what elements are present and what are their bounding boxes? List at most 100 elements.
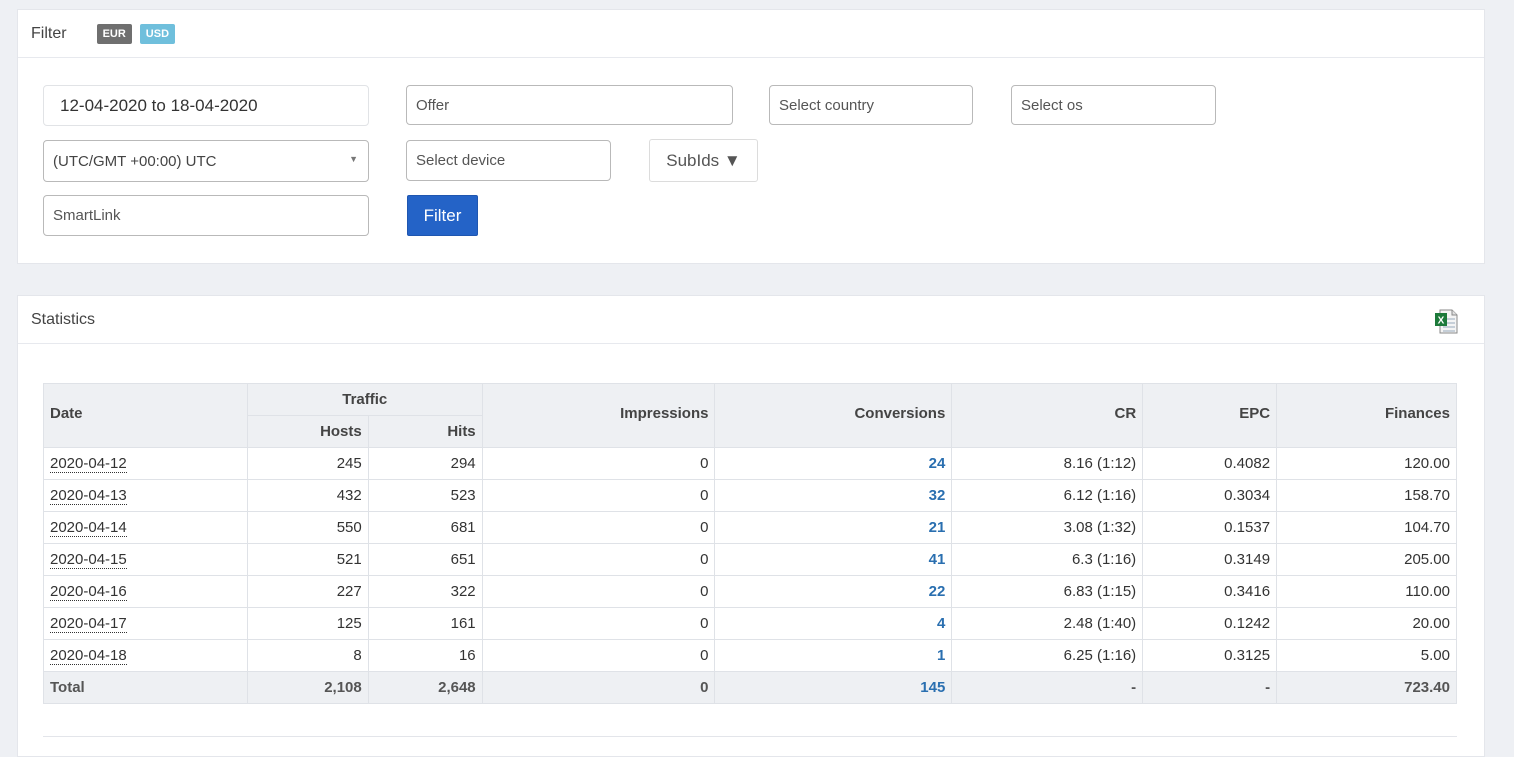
row-hits: 322 — [367, 575, 483, 608]
offer-input[interactable] — [406, 85, 733, 125]
row-cr: 6.12 (1:16) — [951, 479, 1144, 512]
statistics-header: Statistics X — [18, 296, 1484, 344]
row-date-link[interactable]: 2020-04-13 — [50, 487, 127, 505]
row-epc: 0.3149 — [1142, 543, 1278, 576]
row-impressions: 0 — [481, 479, 716, 512]
row-cr: 2.48 (1:40) — [951, 607, 1144, 640]
table-row: 2020-04-15 521 651 0 41 6.3 (1:16) 0.314… — [43, 543, 1457, 576]
table-row: 2020-04-12 245 294 0 24 8.16 (1:12) 0.40… — [43, 447, 1457, 480]
header-epc[interactable]: EPC — [1142, 383, 1278, 448]
os-select[interactable] — [1011, 85, 1216, 125]
row-hits: 16 — [367, 639, 483, 672]
row-impressions: 0 — [481, 511, 716, 544]
statistics-title: Statistics — [31, 310, 96, 328]
row-impressions: 0 — [481, 543, 716, 576]
row-epc: 0.3125 — [1142, 639, 1278, 672]
row-hosts: 8 — [246, 639, 369, 672]
total-label: Total — [43, 671, 248, 704]
row-date-link[interactable]: 2020-04-18 — [50, 647, 127, 665]
filter-header: Filter EUR USD — [18, 10, 1484, 58]
row-hosts: 227 — [246, 575, 369, 608]
row-hits: 294 — [367, 447, 483, 480]
row-impressions: 0 — [481, 447, 716, 480]
row-hosts: 125 — [246, 607, 369, 640]
filter-title: Filter — [31, 24, 67, 42]
date-range-input[interactable] — [43, 85, 369, 126]
row-finances: 158.70 — [1276, 479, 1457, 512]
header-impressions[interactable]: Impressions — [481, 383, 716, 448]
header-traffic: Traffic — [246, 383, 483, 416]
row-cr: 6.3 (1:16) — [951, 543, 1144, 576]
row-finances: 110.00 — [1276, 575, 1457, 608]
total-row: Total 2,108 2,648 0 145 - - 723.40 — [43, 671, 1457, 704]
statistics-table: Date Traffic Impressions Conversions CR … — [43, 383, 1457, 704]
row-finances: 5.00 — [1276, 639, 1457, 672]
timezone-value: (UTC/GMT +00:00) UTC — [53, 152, 217, 170]
row-hosts: 550 — [246, 511, 369, 544]
table-row: 2020-04-13 432 523 0 32 6.12 (1:16) 0.30… — [43, 479, 1457, 512]
row-epc: 0.1537 — [1142, 511, 1278, 544]
row-conversions-link[interactable]: 4 — [936, 615, 946, 632]
row-date-link[interactable]: 2020-04-12 — [50, 455, 127, 473]
row-conversions-link[interactable]: 1 — [936, 647, 946, 664]
timezone-select[interactable]: (UTC/GMT +00:00) UTC ▼ — [43, 140, 369, 182]
table-row: 2020-04-14 550 681 0 21 3.08 (1:32) 0.15… — [43, 511, 1457, 544]
row-impressions: 0 — [481, 639, 716, 672]
row-cr: 6.25 (1:16) — [951, 639, 1144, 672]
section-divider — [43, 736, 1457, 737]
excel-export-icon[interactable]: X — [1434, 309, 1458, 334]
row-date-link[interactable]: 2020-04-15 — [50, 551, 127, 569]
row-conversions-link[interactable]: 32 — [928, 487, 946, 504]
total-cr: - — [951, 671, 1144, 704]
row-epc: 0.3416 — [1142, 575, 1278, 608]
header-conversions[interactable]: Conversions — [714, 383, 953, 448]
row-finances: 120.00 — [1276, 447, 1457, 480]
header-hosts[interactable]: Hosts — [246, 415, 369, 448]
row-date-link[interactable]: 2020-04-16 — [50, 583, 127, 601]
filter-button[interactable]: Filter — [407, 195, 478, 236]
row-date-link[interactable]: 2020-04-17 — [50, 615, 127, 633]
row-date-link[interactable]: 2020-04-14 — [50, 519, 127, 537]
row-conversions-link[interactable]: 41 — [928, 551, 946, 568]
header-date[interactable]: Date — [43, 383, 248, 448]
dropdown-caret-icon: ▼ — [349, 154, 358, 164]
header-hits[interactable]: Hits — [367, 415, 483, 448]
row-hits: 681 — [367, 511, 483, 544]
row-hits: 523 — [367, 479, 483, 512]
total-hits: 2,648 — [367, 671, 483, 704]
row-conversions-link[interactable]: 21 — [928, 519, 946, 536]
row-finances: 20.00 — [1276, 607, 1457, 640]
row-impressions: 0 — [481, 575, 716, 608]
table-row: 2020-04-17 125 161 0 4 2.48 (1:40) 0.124… — [43, 607, 1457, 640]
currency-badge-usd[interactable]: USD — [139, 23, 176, 44]
row-hosts: 245 — [246, 447, 369, 480]
row-cr: 8.16 (1:12) — [951, 447, 1144, 480]
smartlink-input[interactable] — [43, 195, 369, 236]
row-conversions-link[interactable]: 22 — [928, 583, 946, 600]
table-row: 2020-04-16 227 322 0 22 6.83 (1:15) 0.34… — [43, 575, 1457, 608]
svg-text:X: X — [1438, 316, 1445, 327]
total-impressions: 0 — [481, 671, 716, 704]
total-epc: - — [1142, 671, 1278, 704]
total-conversions: 145 — [714, 671, 953, 704]
row-hits: 651 — [367, 543, 483, 576]
country-select[interactable] — [769, 85, 973, 125]
row-hosts: 521 — [246, 543, 369, 576]
currency-badge-eur[interactable]: EUR — [96, 23, 132, 44]
row-cr: 3.08 (1:32) — [951, 511, 1144, 544]
subids-button[interactable]: SubIds ▼ — [649, 139, 758, 182]
row-epc: 0.1242 — [1142, 607, 1278, 640]
row-conversions-link[interactable]: 24 — [928, 455, 946, 472]
device-select[interactable] — [406, 140, 611, 181]
total-finances: 723.40 — [1276, 671, 1457, 704]
row-finances: 205.00 — [1276, 543, 1457, 576]
row-hosts: 432 — [246, 479, 369, 512]
table-row: 2020-04-18 8 16 0 1 6.25 (1:16) 0.3125 5… — [43, 639, 1457, 672]
row-hits: 161 — [367, 607, 483, 640]
row-finances: 104.70 — [1276, 511, 1457, 544]
row-cr: 6.83 (1:15) — [951, 575, 1144, 608]
row-epc: 0.3034 — [1142, 479, 1278, 512]
header-finances[interactable]: Finances — [1276, 383, 1457, 448]
header-cr[interactable]: CR — [951, 383, 1144, 448]
row-impressions: 0 — [481, 607, 716, 640]
